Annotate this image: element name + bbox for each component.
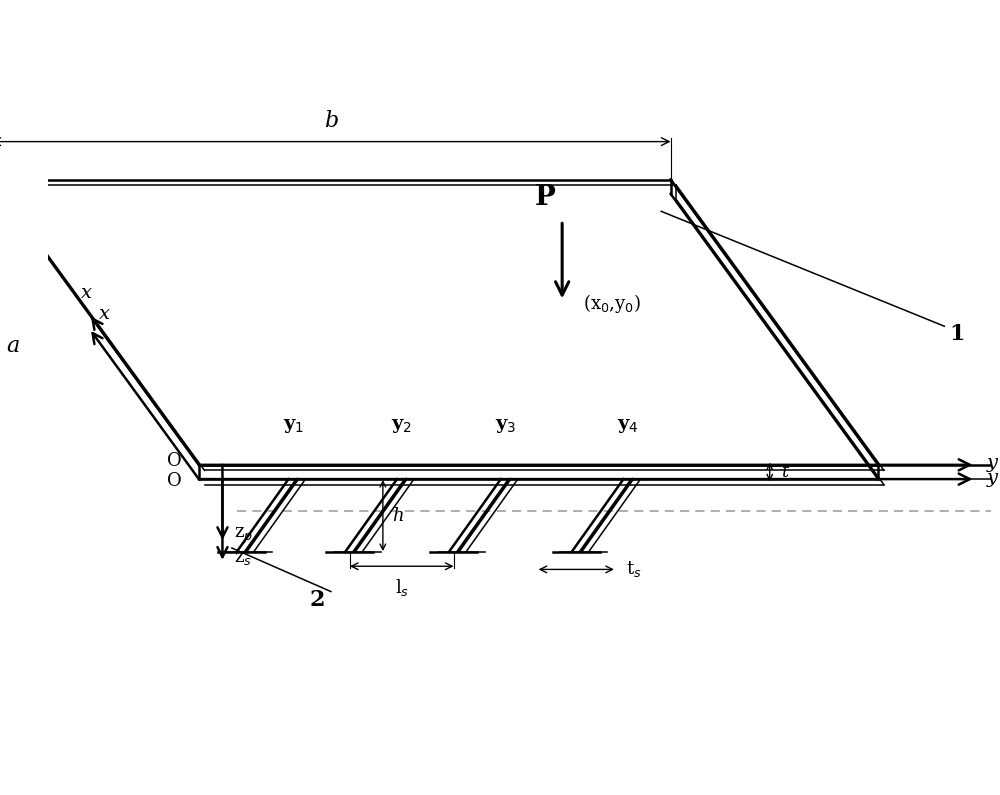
Text: t$_s$: t$_s$ [626,559,642,579]
Text: a: a [6,335,20,357]
Text: y$_3$: y$_3$ [495,417,516,435]
Text: y: y [987,468,998,487]
Text: (x$_0$,y$_0$): (x$_0$,y$_0$) [583,292,641,315]
Text: 2: 2 [309,588,325,611]
Text: l$_s$: l$_s$ [395,577,409,599]
Text: 1: 1 [949,323,965,345]
Text: t: t [781,463,788,481]
Text: x: x [98,304,109,323]
Text: O: O [167,452,182,470]
Text: y: y [987,454,998,472]
Text: x: x [81,285,92,302]
Text: z$_s$: z$_s$ [234,549,252,567]
Text: y$_1$: y$_1$ [283,417,304,435]
Text: P: P [535,184,556,211]
Text: y$_2$: y$_2$ [391,417,412,435]
Text: y$_4$: y$_4$ [617,417,639,435]
Text: b: b [324,110,338,132]
Text: O: O [167,471,182,490]
Text: z$_p$: z$_p$ [234,526,253,546]
Text: h: h [392,506,404,525]
